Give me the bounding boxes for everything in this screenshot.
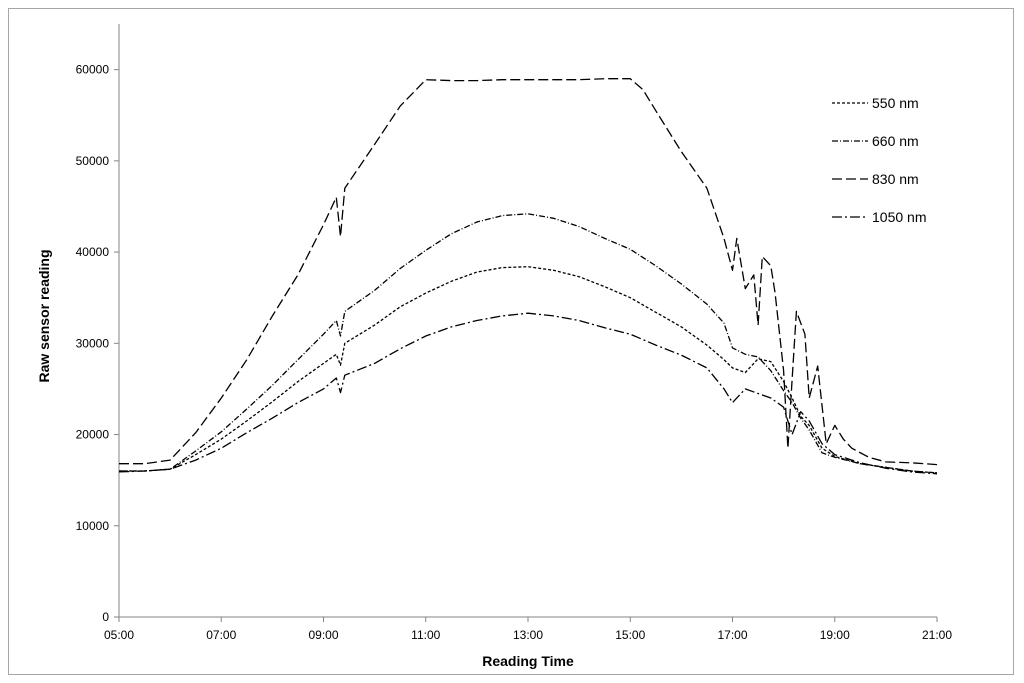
y-tick-label: 0: [102, 610, 109, 624]
x-tick-label: 17:00: [717, 628, 747, 642]
legend: 550 nm 660 nm 830 nm 1050 nm: [832, 95, 926, 225]
x-tick-label: 07:00: [206, 628, 236, 642]
y-tick-label: 50000: [76, 154, 110, 168]
series-line-830-nm: [119, 78, 938, 466]
y-tick-label: 30000: [76, 336, 110, 350]
y-tick-label: 40000: [76, 245, 110, 259]
legend-label: 550 nm: [872, 95, 919, 111]
series-line-660-nm: [119, 213, 938, 474]
axes: 0 10000 20000 30000 40000 50000 60000 05:00 07:0…: [76, 24, 952, 642]
x-tick-label: 15:00: [615, 628, 645, 642]
x-tick-label: 09:00: [308, 628, 338, 642]
y-tick-label: 20000: [76, 428, 110, 442]
chart-frame: [8, 8, 1014, 675]
series-line-1050-nm: [118, 312, 938, 475]
x-tick-label: 11:00: [411, 628, 440, 642]
x-axis-title: Reading Time: [482, 653, 574, 669]
x-tick-label: 13:00: [513, 628, 543, 642]
legend-label: 660 nm: [872, 133, 919, 149]
x-tick-label: 21:00: [922, 628, 952, 642]
y-axis-title: Raw sensor reading: [36, 249, 52, 382]
y-tick-label: 60000: [76, 63, 110, 77]
series-layer: [118, 78, 938, 475]
x-tick-label: 19:00: [820, 628, 850, 642]
y-tick-label: 10000: [76, 519, 110, 533]
x-tick-label: 05:00: [104, 628, 134, 642]
legend-label: 1050 nm: [872, 209, 926, 225]
legend-label: 830 nm: [872, 171, 919, 187]
series-line-550-nm: [119, 266, 938, 474]
